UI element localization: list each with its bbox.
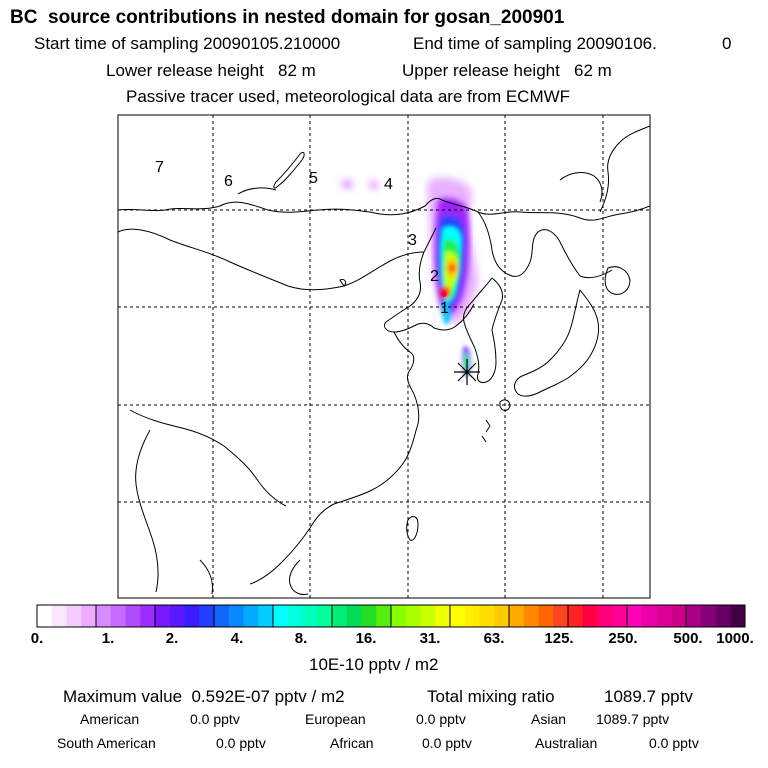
colorbar-swatch [494, 605, 510, 627]
colorbar-tick-label: 63. [483, 630, 505, 647]
upper-release-height: Upper release height 62 m [402, 61, 612, 80]
colorbar-swatch [405, 605, 421, 627]
colorbar-swatch [538, 605, 554, 627]
european-value: 0.0 pptv [416, 711, 466, 727]
day-marker-6: 6 [224, 173, 233, 190]
colorbar-tick-label: 0. [30, 630, 44, 647]
total-mixing-ratio-value: 1089.7 pptv [604, 687, 693, 706]
colorbar-swatch [125, 605, 141, 627]
colorbar-swatch [582, 605, 598, 627]
day-marker-4: 4 [384, 176, 393, 193]
colorbar-swatch [346, 605, 362, 627]
colorbar-swatch [332, 605, 348, 627]
colorbar-swatch [184, 605, 200, 627]
colorbar-swatch [479, 605, 495, 627]
colorbar-swatch [730, 605, 746, 627]
day-marker-3: 3 [408, 232, 417, 249]
colorbar-swatch [641, 605, 657, 627]
colorbar-tick-label: 8. [294, 630, 308, 647]
day-marker-7: 7 [155, 159, 164, 176]
colorbar-swatch [464, 605, 480, 627]
south-american-label: South American [57, 735, 156, 751]
colorbar-swatch [715, 605, 731, 627]
colorbar-swatch [686, 605, 702, 627]
colorbar-units: 10E-10 pptv / m2 [309, 655, 439, 674]
colorbar-tick-label: 125. [544, 630, 574, 647]
colorbar-swatch [214, 605, 230, 627]
colorbar-swatch [700, 605, 716, 627]
colorbar-swatch [597, 605, 613, 627]
colorbar-frame [36, 604, 746, 628]
colorbar-swatch [110, 605, 126, 627]
colorbar-swatch [66, 605, 82, 627]
colorbar-swatch [553, 605, 569, 627]
american-value: 0.0 pptv [190, 711, 240, 727]
colorbar-tick-label: 2. [165, 630, 179, 647]
colorbar-swatch [523, 605, 539, 627]
lower-release-height: Lower release height 82 m [106, 61, 316, 80]
colorbar-swatch [671, 605, 687, 627]
colorbar-swatch [509, 605, 525, 627]
colorbar-swatch [273, 605, 289, 627]
tracer-note: Passive tracer used, meteorological data… [126, 87, 571, 106]
american-label: American [80, 711, 140, 727]
colorbar-swatch [435, 605, 451, 627]
end-time-label: End time of sampling 20090106. [413, 34, 657, 53]
day-markers: 7 6 5 4 3 2 1 [155, 159, 449, 317]
colorbar-swatch [450, 605, 466, 627]
day-marker-1: 1 [440, 300, 449, 317]
start-time-label: Start time of sampling 20090105.210000 [34, 34, 341, 53]
colorbar-swatch [96, 605, 112, 627]
colorbar-tick-label: 1000. [716, 630, 754, 647]
end-time-suffix: 0 [722, 34, 732, 53]
concentration-plume [342, 177, 478, 377]
colorbar-swatch [420, 605, 436, 627]
colorbar-tick-label: 4. [230, 630, 244, 647]
colorbar-swatch [140, 605, 156, 627]
asian-value: 1089.7 pptv [596, 711, 670, 727]
colorbar-swatch [228, 605, 244, 627]
colorbar-tick-label: 31. [419, 630, 441, 647]
colorbar-swatch [81, 605, 97, 627]
day-marker-2: 2 [430, 268, 439, 285]
colorbar-swatch [656, 605, 672, 627]
european-label: European [305, 711, 366, 727]
colorbar [37, 605, 746, 627]
map-frame [117, 114, 651, 599]
colorbar-swatch [287, 605, 303, 627]
australian-label: Australian [535, 735, 598, 751]
asian-label: Asian [531, 711, 567, 727]
maximum-value: Maximum value 0.592E-07 pptv / m2 [63, 687, 345, 706]
colorbar-swatch [37, 605, 53, 627]
colorbar-swatch [243, 605, 259, 627]
colorbar-tick-label: 250. [608, 630, 638, 647]
colorbar-tick-label: 16. [355, 630, 377, 647]
coastlines-and-borders [118, 125, 650, 595]
african-label: African [330, 735, 374, 751]
page-title: BC source contributions in nested domain… [10, 7, 565, 28]
lat-lon-grid [118, 115, 650, 598]
colorbar-swatch [155, 605, 171, 627]
colorbar-swatch [627, 605, 643, 627]
colorbar-swatch [302, 605, 318, 627]
colorbar-tick-label: 1. [101, 630, 115, 647]
african-value: 0.0 pptv [422, 735, 472, 751]
colorbar-swatch [391, 605, 407, 627]
colorbar-swatch [568, 605, 584, 627]
asterisk-receptor-icon [454, 359, 480, 385]
australian-value: 0.0 pptv [649, 735, 699, 751]
colorbar-swatch [317, 605, 333, 627]
colorbar-swatch [376, 605, 392, 627]
colorbar-swatch [199, 605, 215, 627]
colorbar-swatch [169, 605, 185, 627]
day-marker-5: 5 [309, 170, 318, 187]
south-american-value: 0.0 pptv [216, 735, 266, 751]
colorbar-swatch [612, 605, 628, 627]
total-mixing-ratio-label: Total mixing ratio [427, 687, 555, 706]
colorbar-swatch [258, 605, 274, 627]
colorbar-swatch [51, 605, 67, 627]
colorbar-swatch [361, 605, 377, 627]
colorbar-tick-label: 500. [673, 630, 703, 647]
